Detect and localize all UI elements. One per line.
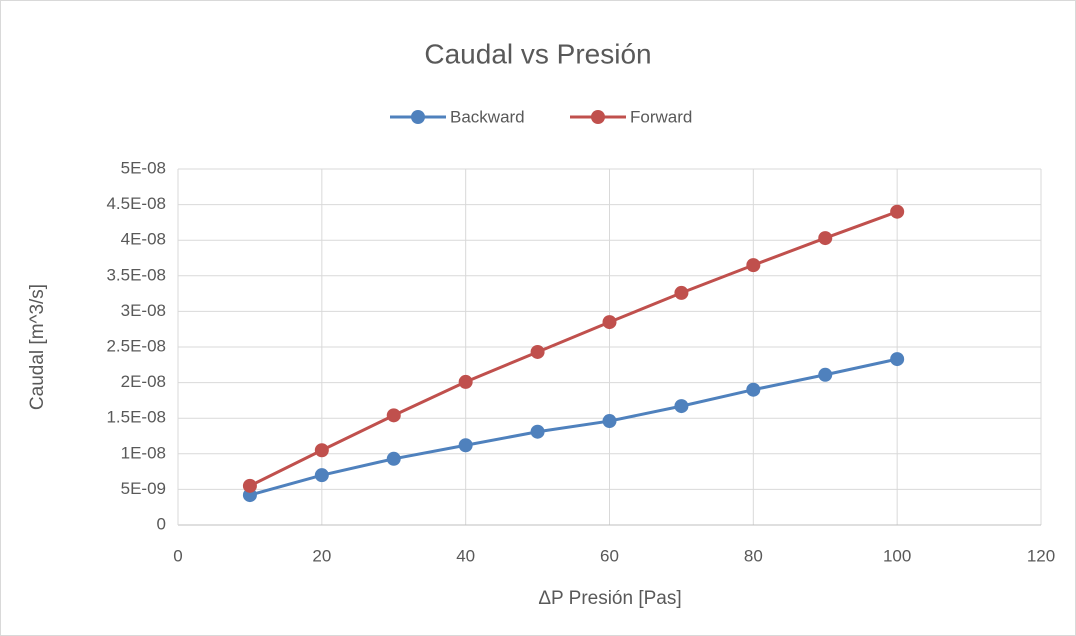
x-tick-label: 0	[173, 546, 182, 565]
y-tick-label: 3.5E-08	[106, 265, 166, 284]
data-point	[386, 451, 401, 466]
data-point	[890, 204, 905, 219]
data-point	[530, 424, 545, 439]
x-tick-label: 60	[600, 546, 619, 565]
data-point	[602, 414, 617, 429]
series-line	[249, 357, 898, 497]
data-point	[530, 344, 545, 359]
data-point	[458, 438, 473, 453]
x-tick-label: 40	[456, 546, 475, 565]
x-tick-label: 80	[744, 546, 763, 565]
y-tick-label: 5E-09	[121, 479, 166, 498]
y-tick-label: 1E-08	[121, 443, 166, 462]
y-tick-label: 5E-08	[121, 158, 166, 177]
legend-marker	[591, 110, 605, 124]
y-tick-label: 1.5E-08	[106, 408, 166, 427]
chart-title: Caudal vs Presión	[424, 38, 651, 69]
data-point	[674, 399, 689, 414]
y-tick-label: 4E-08	[121, 230, 166, 249]
data-point	[314, 443, 329, 458]
x-tick-label: 120	[1027, 546, 1055, 565]
y-tick-label: 0	[157, 514, 166, 533]
legend-label: Backward	[450, 107, 525, 126]
y-axis-title: Caudal [m^3/s]	[27, 284, 48, 410]
legend-label: Forward	[630, 107, 692, 126]
data-point	[746, 382, 761, 397]
data-point	[818, 231, 833, 246]
data-point	[242, 478, 257, 493]
y-tick-label: 2E-08	[121, 372, 166, 391]
data-point	[458, 374, 473, 389]
y-tick-label: 4.5E-08	[106, 194, 166, 213]
data-point	[818, 367, 833, 382]
x-tick-label: 20	[312, 546, 331, 565]
y-tick-label: 2.5E-08	[106, 336, 166, 355]
y-tick-label: 3E-08	[121, 301, 166, 320]
legend-marker	[411, 110, 425, 124]
data-point	[602, 315, 617, 330]
x-axis-title: ΔP Presión [Pas]	[538, 588, 681, 609]
series-line	[249, 210, 898, 488]
x-tick-label: 100	[883, 546, 911, 565]
data-point	[386, 408, 401, 423]
data-point	[746, 258, 761, 273]
data-point	[674, 285, 689, 300]
data-point	[314, 468, 329, 483]
data-point	[890, 352, 905, 367]
